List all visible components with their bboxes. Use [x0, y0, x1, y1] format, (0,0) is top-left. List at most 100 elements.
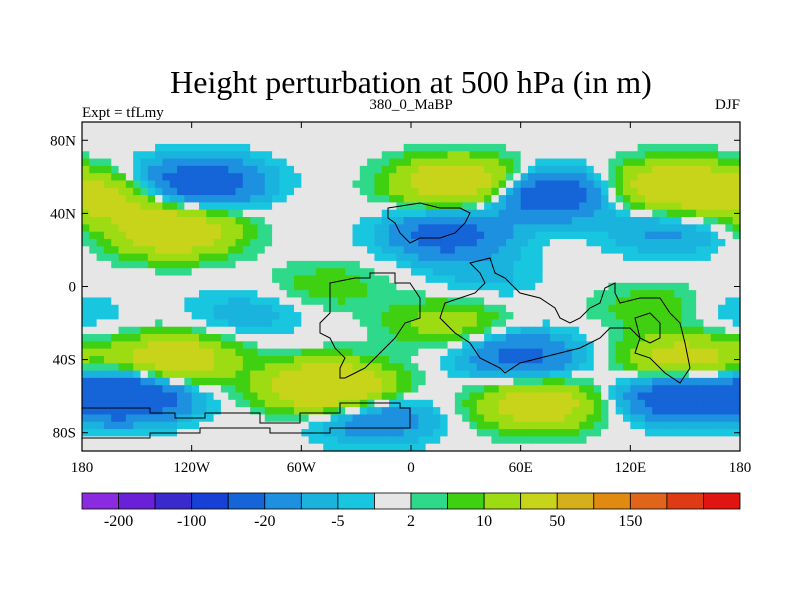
field-cell — [111, 238, 120, 247]
field-cell — [491, 377, 500, 386]
field-cell — [155, 136, 164, 145]
field-cell — [652, 246, 661, 255]
field-cell — [89, 158, 98, 167]
field-cell — [257, 180, 266, 189]
field-cell — [637, 290, 646, 299]
field-cell — [220, 290, 229, 299]
field-cell — [688, 275, 697, 284]
field-cell — [432, 370, 441, 379]
field-cell — [447, 260, 456, 269]
field-cell — [396, 195, 405, 204]
field-cell — [564, 195, 573, 204]
field-cell — [279, 143, 288, 152]
field-cell — [630, 151, 639, 160]
field-cell — [535, 385, 544, 394]
field-cell — [147, 304, 156, 313]
field-cell — [345, 158, 354, 167]
field-cell — [652, 429, 661, 437]
field-cell — [235, 421, 244, 430]
field-cell — [206, 282, 215, 291]
field-cell — [147, 231, 156, 240]
field-cell — [301, 202, 310, 211]
field-cell — [593, 151, 602, 160]
field-cell — [411, 290, 419, 299]
y-tick-label: 0 — [69, 280, 77, 296]
field-cell — [250, 443, 259, 452]
field-cell — [484, 370, 493, 379]
colorbar-swatch — [191, 492, 229, 510]
field-cell — [381, 165, 390, 174]
field-cell — [615, 151, 624, 160]
field-cell — [725, 355, 734, 364]
field-cell — [147, 187, 156, 196]
field-cell — [718, 421, 726, 430]
field-cell — [315, 260, 324, 269]
field-cell — [652, 224, 661, 233]
field-cell — [535, 246, 544, 255]
field-cell — [301, 260, 310, 269]
field-cell — [579, 173, 588, 182]
field-cell — [96, 136, 105, 145]
field-cell — [191, 341, 200, 350]
field-cell — [111, 341, 120, 350]
field-cell — [571, 326, 580, 335]
field-cell — [103, 312, 112, 320]
field-cell — [198, 443, 207, 452]
field-cell — [198, 238, 207, 247]
field-cell — [198, 297, 207, 306]
field-cell — [140, 209, 149, 218]
field-cell — [425, 187, 434, 196]
field-cell — [272, 187, 280, 196]
field-cell — [447, 355, 456, 364]
field-cell — [447, 165, 456, 174]
field-cell — [710, 122, 719, 130]
field-cell — [389, 421, 397, 430]
field-cell — [476, 187, 485, 196]
field-cell — [140, 392, 149, 401]
field-cell — [513, 334, 522, 342]
field-cell — [374, 173, 383, 182]
field-cell — [381, 238, 390, 247]
field-cell — [513, 165, 522, 174]
field-cell — [345, 260, 354, 269]
field-cell — [484, 268, 493, 277]
field-cell — [264, 129, 273, 138]
field-cell — [462, 224, 471, 233]
field-cell — [213, 202, 222, 211]
field-cell — [315, 151, 324, 160]
field-cell — [411, 392, 419, 401]
field-cell — [220, 275, 229, 284]
field-cell — [381, 363, 390, 372]
field-cell — [272, 180, 280, 189]
field-cell — [506, 268, 514, 277]
field-cell — [484, 260, 493, 269]
field-cell — [345, 341, 354, 350]
field-cell — [484, 165, 493, 174]
field-cell — [96, 122, 105, 130]
field-cell — [652, 297, 661, 306]
field-cell — [323, 180, 332, 189]
field-cell — [191, 122, 200, 130]
field-cell — [286, 129, 295, 138]
field-cell — [352, 158, 361, 167]
field-cell — [484, 151, 493, 160]
field-cell — [564, 312, 573, 320]
field-cell — [147, 399, 156, 408]
field-cell — [601, 231, 609, 240]
field-cell — [564, 158, 573, 167]
field-cell — [527, 165, 536, 174]
field-cell — [454, 414, 463, 423]
field-cell — [396, 414, 405, 423]
field-cell — [549, 143, 558, 152]
field-cell — [89, 392, 98, 401]
field-cell — [198, 370, 207, 379]
field-cell — [542, 304, 551, 313]
field-cell — [111, 326, 120, 335]
field-cell — [111, 297, 120, 306]
field-cell — [615, 165, 624, 174]
field-cell — [425, 151, 434, 160]
field-cell — [725, 158, 734, 167]
field-cell — [630, 326, 639, 335]
field-cell — [623, 238, 631, 247]
field-cell — [535, 238, 544, 247]
